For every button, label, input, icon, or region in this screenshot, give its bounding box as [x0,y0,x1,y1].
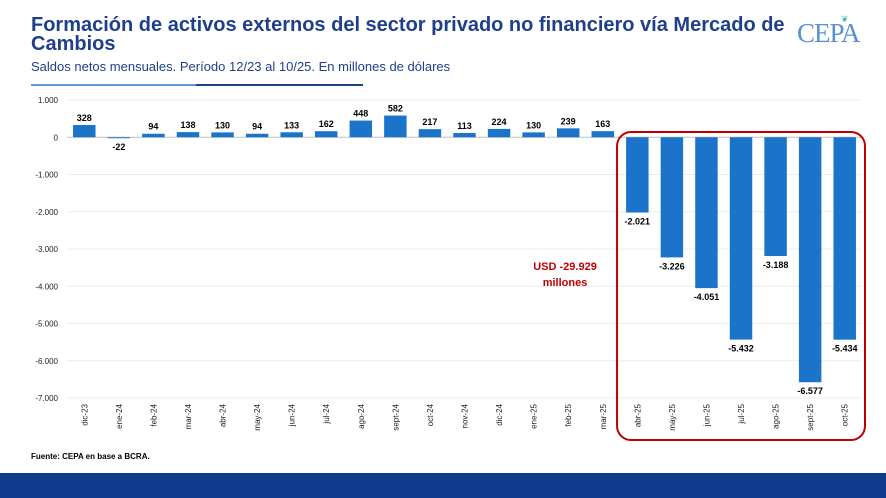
data-label: 582 [388,104,403,114]
y-axis-ticks: 1.000 0 -1.000 -2.000 -3.000 -4.000 -5.000 -6.0… [35,96,58,403]
bar-may-24 [245,133,269,138]
bar-jun-24 [280,132,303,138]
highlight-box [616,131,866,441]
data-labels: 328 -22 94 138 130 94 133 162 448 582 217 113 224 130… [77,104,858,397]
footer-bar [0,473,886,498]
x-category-label: feb-24 [149,403,158,426]
x-category-label: dic-23 [80,403,89,425]
data-label: 448 [353,109,368,119]
x-axis-labels: dic-23 ene-24 feb-24 mar-24 abr-24 may-24 jun-… [80,403,849,430]
bar-nov-24 [453,133,476,138]
data-label: -22 [112,142,125,152]
leaf-icon: ❦ [841,14,849,24]
y-tick-label: -6.000 [35,357,58,366]
bar-jul-25 [729,137,753,340]
x-category-label: abr-24 [219,403,228,427]
bar-jun-25 [695,137,718,289]
x-category-label: sept-24 [391,403,400,430]
title-underline-light [31,84,196,86]
y-tick-label: -5.000 [35,320,58,329]
bar-mar-25 [591,131,614,138]
cepa-logo: CEPA [797,18,861,48]
bar-abr-24 [211,132,234,138]
x-category-label: oct-24 [426,403,435,426]
data-label: 138 [180,120,195,130]
x-category-label: may-25 [668,403,677,430]
data-label: -3.226 [659,261,685,271]
data-label: 224 [492,117,507,127]
x-category-label: sept-25 [806,403,815,430]
source-note: Fuente: CEPA en base a BCRA. [31,452,150,461]
bar-mar-24 [176,132,200,138]
bar-dic-23 [73,125,96,138]
x-category-label: jun-24 [288,403,297,427]
x-category-label: nov-24 [461,403,470,428]
bar-series [73,115,856,383]
data-label: 94 [252,122,262,132]
x-category-label: mar-25 [599,403,608,429]
total-annotation-line2: millones [543,277,588,289]
bar-ago-24 [349,120,373,138]
bar-ene-25 [522,132,545,138]
total-annotation-line1: USD -29.929 [533,261,597,273]
bar-oct-24 [418,129,442,138]
y-tick-label: -7.000 [35,394,58,403]
x-category-label: feb-25 [564,403,573,426]
y-tick-label: -2.000 [35,208,58,217]
data-label: -5.434 [832,344,858,354]
chart-subtitle: Saldos netos mensuales. Período 12/23 al… [31,59,451,74]
bar-ago-25 [764,137,787,257]
y-tick-label: 1.000 [38,96,59,105]
data-label: 94 [148,122,158,132]
bar-sept-24 [384,115,407,138]
data-label: -2.021 [625,217,651,227]
bar-chart: 1.000 0 -1.000 -2.000 -3.000 -4.000 -5.000 -6.0… [35,96,866,441]
data-label: -4.051 [694,292,720,302]
data-label: 130 [215,120,230,130]
bar-oct-25 [833,137,856,340]
x-category-label: mar-24 [184,403,193,429]
x-category-label: ene-25 [530,403,539,428]
y-tick-label: -4.000 [35,282,58,291]
x-category-label: oct-25 [841,403,850,426]
data-label: 239 [561,116,576,126]
bar-jul-24 [315,131,338,138]
x-category-label: ene-24 [115,403,124,428]
chart-title: Formación de activos externos del sector… [31,14,785,55]
data-label: -3.188 [763,260,789,270]
bar-abr-25 [626,137,649,213]
x-category-label: jun-25 [702,403,711,427]
data-label: 130 [526,120,541,130]
x-category-label: dic-24 [495,403,504,425]
x-category-label: may-24 [253,403,262,430]
bar-ene-24 [107,137,131,139]
y-tick-label: -1.000 [35,171,58,180]
bar-sept-25 [798,137,822,383]
y-tick-label: -3.000 [35,245,58,254]
y-tick-label: 0 [54,133,59,142]
x-category-label: jul-24 [322,403,331,424]
data-label: 113 [457,121,472,131]
data-label: 133 [284,120,299,130]
chart-grid [67,99,862,399]
x-category-label: abr-25 [633,403,642,427]
data-label: -6.577 [797,386,823,396]
data-label: -5.432 [728,344,754,354]
bar-feb-25 [556,128,580,138]
x-category-label: ago-25 [772,403,781,428]
bar-may-25 [660,137,684,258]
x-category-label: jul-25 [737,403,746,424]
data-label: 162 [319,119,334,129]
x-category-label: ago-24 [357,403,366,428]
data-label: 217 [422,117,437,127]
data-label: 328 [77,113,92,123]
bar-feb-24 [142,133,165,138]
data-label: 163 [595,119,610,129]
title-underline-dark [196,84,363,86]
bar-dic-24 [487,128,511,138]
